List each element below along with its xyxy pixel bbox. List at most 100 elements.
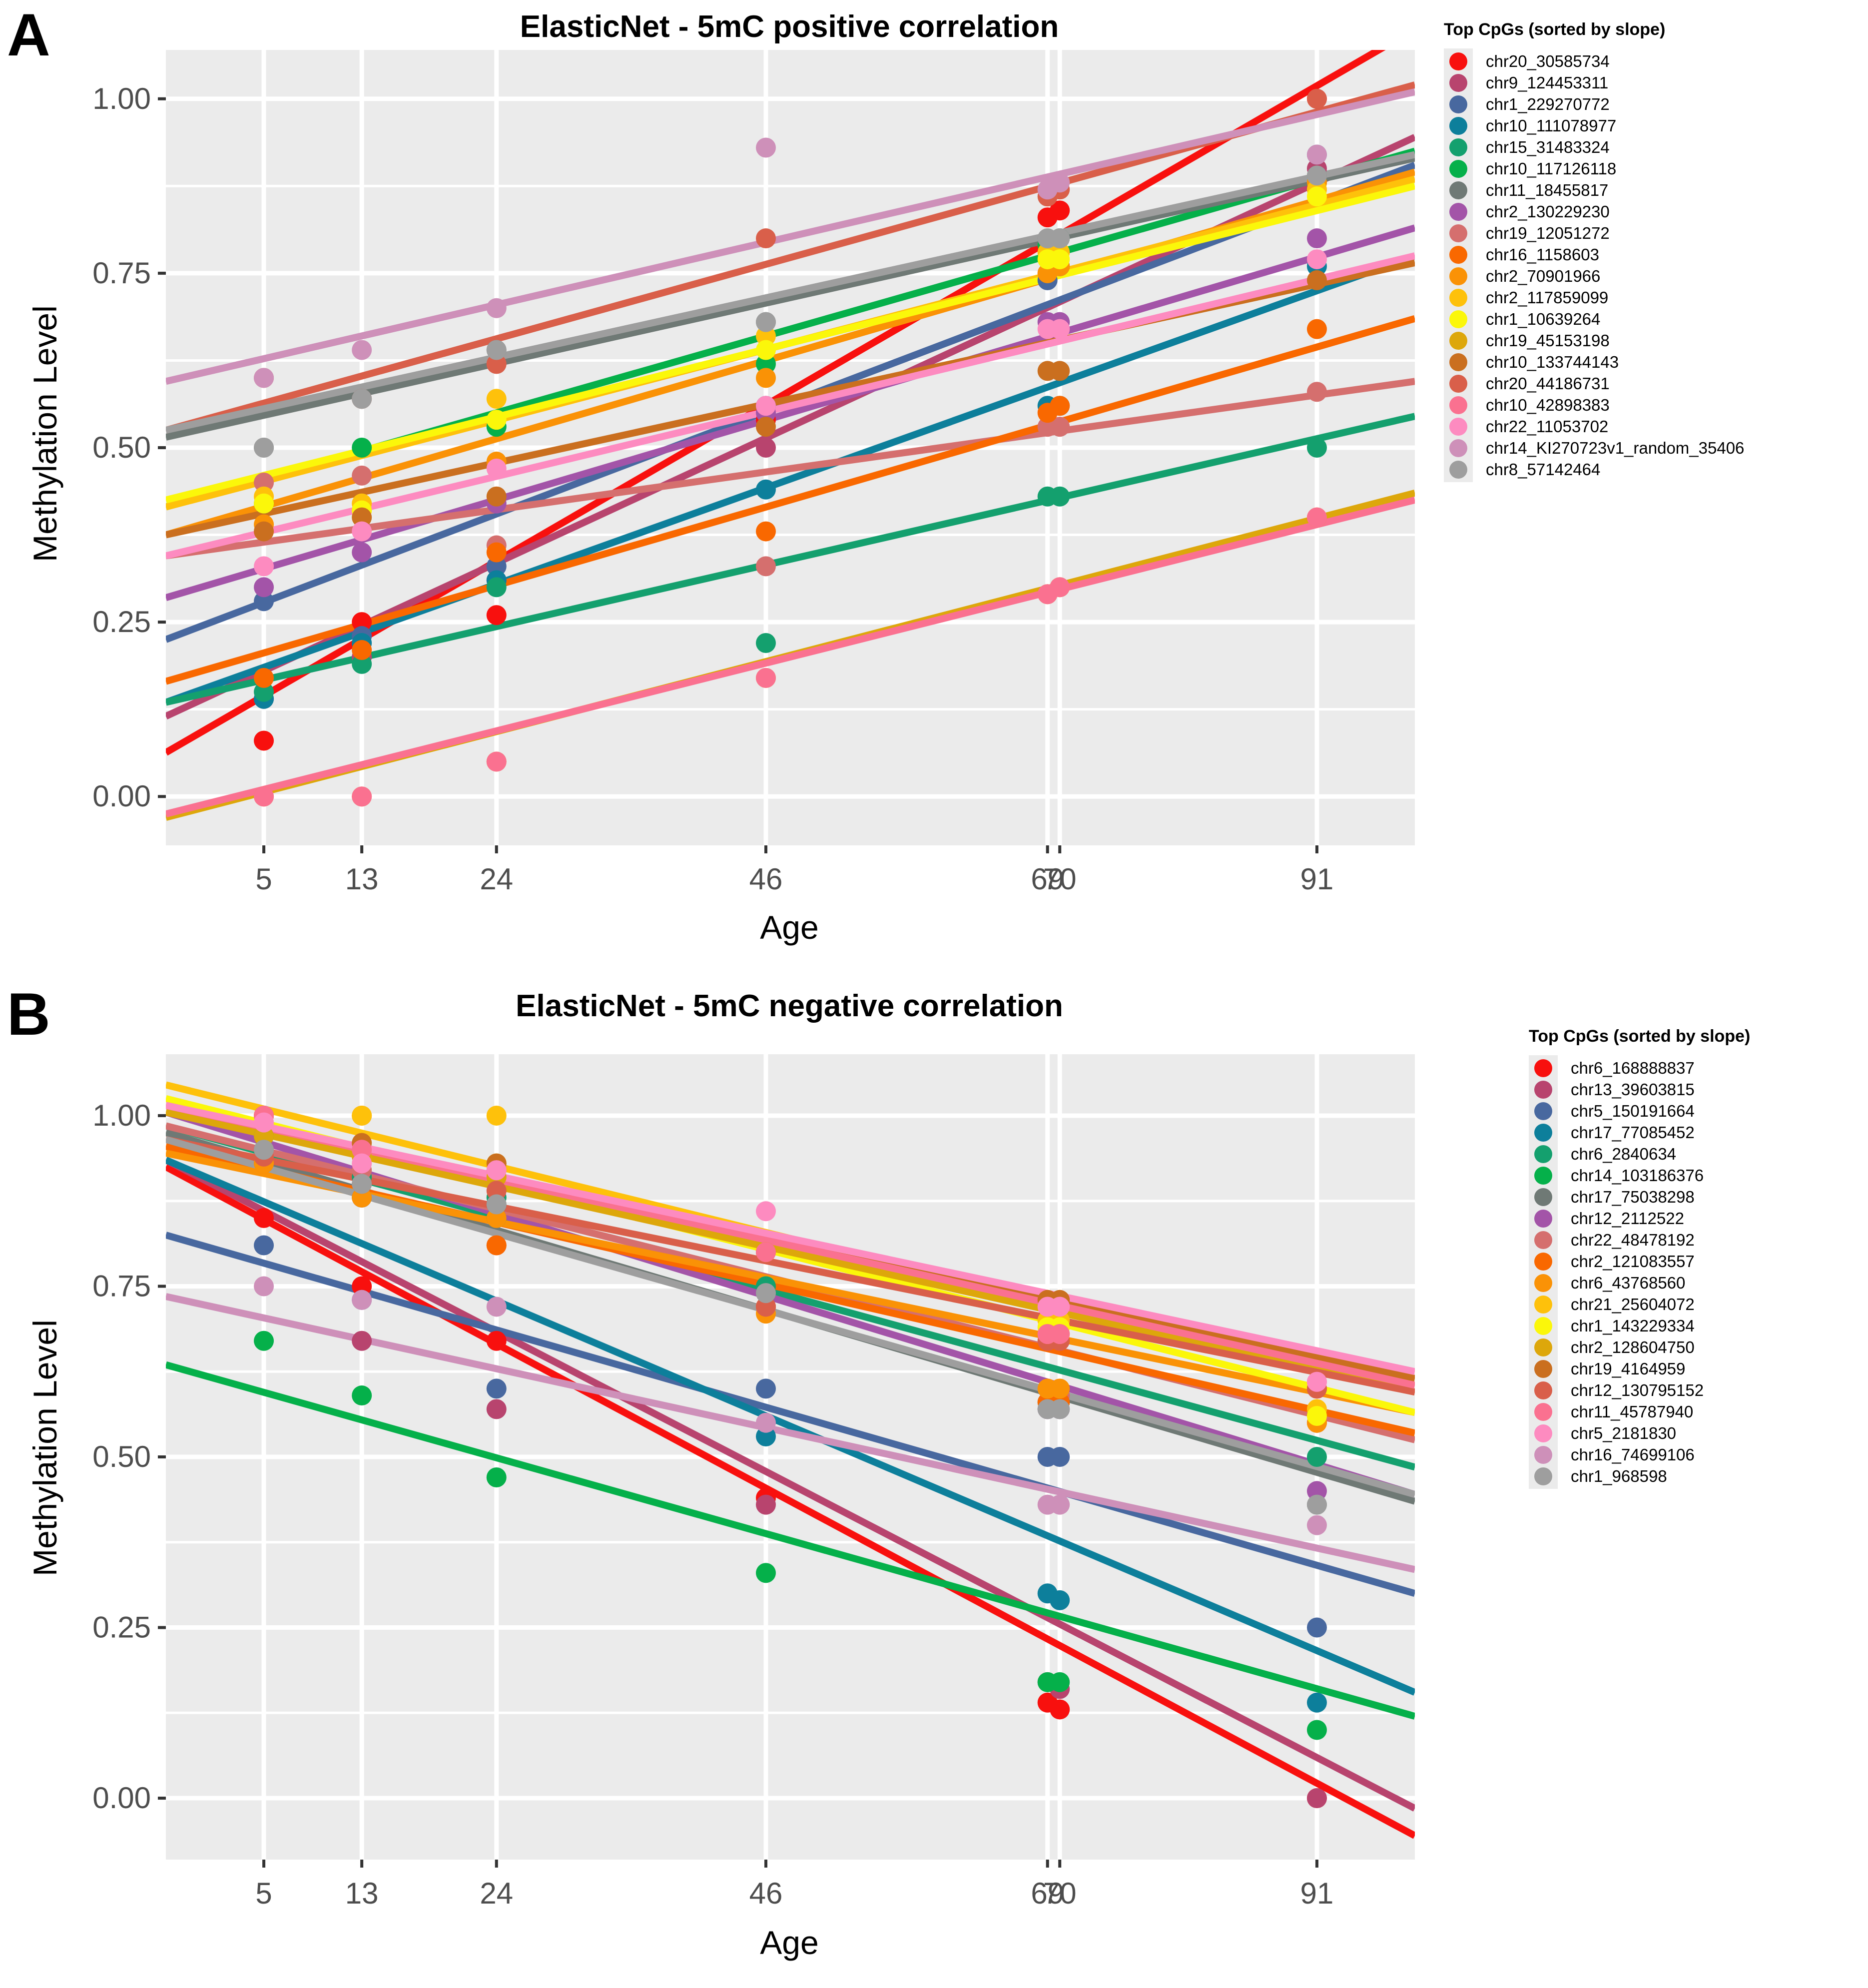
- legend-key[interactable]: [1444, 265, 1473, 287]
- data-point: [486, 1399, 507, 1419]
- data-point: [755, 326, 776, 346]
- data-point: [352, 465, 372, 486]
- data-point: [1050, 228, 1070, 249]
- legend-color-dot: [1449, 73, 1467, 92]
- legend-key[interactable]: [1529, 1229, 1558, 1251]
- legend-key[interactable]: [1529, 1143, 1558, 1165]
- legend-key[interactable]: [1444, 72, 1473, 93]
- x-tick-label: 91: [1300, 1877, 1334, 1910]
- legend-key[interactable]: [1529, 1057, 1558, 1079]
- data-point: [486, 1467, 507, 1487]
- data-point: [486, 1194, 507, 1215]
- data-point: [486, 354, 507, 374]
- data-point: [1050, 319, 1070, 339]
- legend-key[interactable]: [1444, 158, 1473, 179]
- regression-line: [166, 1293, 1415, 1573]
- legend-color-dot: [1534, 1059, 1552, 1077]
- legend-key[interactable]: [1444, 50, 1473, 72]
- legend-color-dot: [1534, 1252, 1552, 1271]
- data-point: [486, 1160, 507, 1181]
- legend-key[interactable]: [1529, 1336, 1558, 1358]
- regression-line: [166, 182, 1415, 504]
- legend-item-label: chr15_31483324: [1486, 138, 1610, 156]
- data-point: [1306, 1447, 1327, 1467]
- y-tick-label: 1.00: [92, 82, 151, 115]
- data-point: [254, 667, 274, 688]
- legend-key[interactable]: [1529, 1079, 1558, 1100]
- legend-color-dot: [1534, 1188, 1552, 1206]
- legend-color-dot: [1449, 116, 1467, 135]
- legend-color-dot: [1534, 1424, 1552, 1442]
- legend-key[interactable]: [1444, 437, 1473, 459]
- legend-key[interactable]: [1529, 1422, 1558, 1444]
- data-point: [352, 1276, 372, 1297]
- panel-b-legend-labels: chr6_168888837 chr13_39603815 chr5_1501916…: [1558, 1055, 1704, 1489]
- data-point: [1306, 1720, 1327, 1740]
- x-tick-label: 5: [255, 1877, 272, 1910]
- data-point: [1050, 200, 1070, 221]
- legend-key[interactable]: [1529, 1186, 1558, 1208]
- data-point: [254, 730, 274, 751]
- legend-key[interactable]: [1444, 394, 1473, 416]
- panel-a: A ElasticNet - 5mC positive correlation …: [0, 0, 1868, 979]
- legend-key[interactable]: [1529, 1165, 1558, 1186]
- legend-color-dot: [1449, 95, 1467, 113]
- data-point: [352, 1330, 372, 1351]
- data-point: [1050, 1447, 1070, 1467]
- legend-key[interactable]: [1529, 1208, 1558, 1229]
- legend-key[interactable]: [1444, 308, 1473, 330]
- data-point: [755, 1242, 776, 1263]
- legend-key[interactable]: [1529, 1100, 1558, 1122]
- regression-line: [166, 224, 1415, 601]
- legend-key[interactable]: [1529, 1358, 1558, 1379]
- data-point: [254, 1126, 274, 1146]
- data-point: [254, 681, 274, 702]
- legend-color-dot: [1449, 181, 1467, 199]
- legend-item-label: chr5_2181830: [1571, 1424, 1677, 1442]
- data-point: [352, 1105, 372, 1126]
- legend-key[interactable]: [1529, 1272, 1558, 1294]
- legend-key[interactable]: [1444, 416, 1473, 437]
- legend-key[interactable]: [1444, 351, 1473, 373]
- legend-key[interactable]: [1529, 1401, 1558, 1422]
- legend-color-dot: [1449, 267, 1467, 285]
- regression-line: [166, 151, 1415, 434]
- legend-key[interactable]: [1444, 115, 1473, 136]
- legend-color-dot: [1534, 1445, 1552, 1464]
- legend-key[interactable]: [1444, 201, 1473, 222]
- regression-line: [166, 1136, 1415, 1396]
- legend-key[interactable]: [1444, 222, 1473, 244]
- regression-line: [166, 1136, 1415, 1498]
- legend-key[interactable]: [1444, 459, 1473, 480]
- x-tick-label: 13: [345, 862, 379, 896]
- data-point: [352, 438, 372, 458]
- legend-key[interactable]: [1529, 1444, 1558, 1465]
- legend-key[interactable]: [1529, 1465, 1558, 1487]
- data-point: [352, 542, 372, 563]
- regression-line: [166, 1157, 1415, 1812]
- legend-item-label: chr19_45153198: [1486, 331, 1610, 350]
- legend-key[interactable]: [1444, 373, 1473, 394]
- legend-color-dot: [1534, 1123, 1552, 1142]
- data-point: [352, 1187, 372, 1208]
- legend-key[interactable]: [1529, 1315, 1558, 1336]
- legend-key[interactable]: [1529, 1294, 1558, 1315]
- legend-item-label: chr5_150191664: [1571, 1102, 1695, 1120]
- legend-item-label: chr17_75038298: [1571, 1188, 1695, 1206]
- legend-key[interactable]: [1444, 330, 1473, 351]
- panel-a-legend-labels: chr20_30585734 chr9_124453311 chr1_2292707…: [1473, 48, 1744, 482]
- legend-key[interactable]: [1444, 93, 1473, 115]
- legend-key[interactable]: [1529, 1379, 1558, 1401]
- legend-key[interactable]: [1529, 1251, 1558, 1272]
- legend-key[interactable]: [1529, 1122, 1558, 1143]
- legend-key[interactable]: [1444, 179, 1473, 201]
- legend-key[interactable]: [1444, 287, 1473, 308]
- legend-key[interactable]: [1444, 244, 1473, 265]
- legend-color-dot: [1534, 1402, 1552, 1421]
- data-point: [254, 556, 274, 577]
- data-point: [352, 389, 372, 409]
- data-point: [254, 786, 274, 807]
- data-point: [254, 1140, 274, 1160]
- legend-key[interactable]: [1444, 136, 1473, 158]
